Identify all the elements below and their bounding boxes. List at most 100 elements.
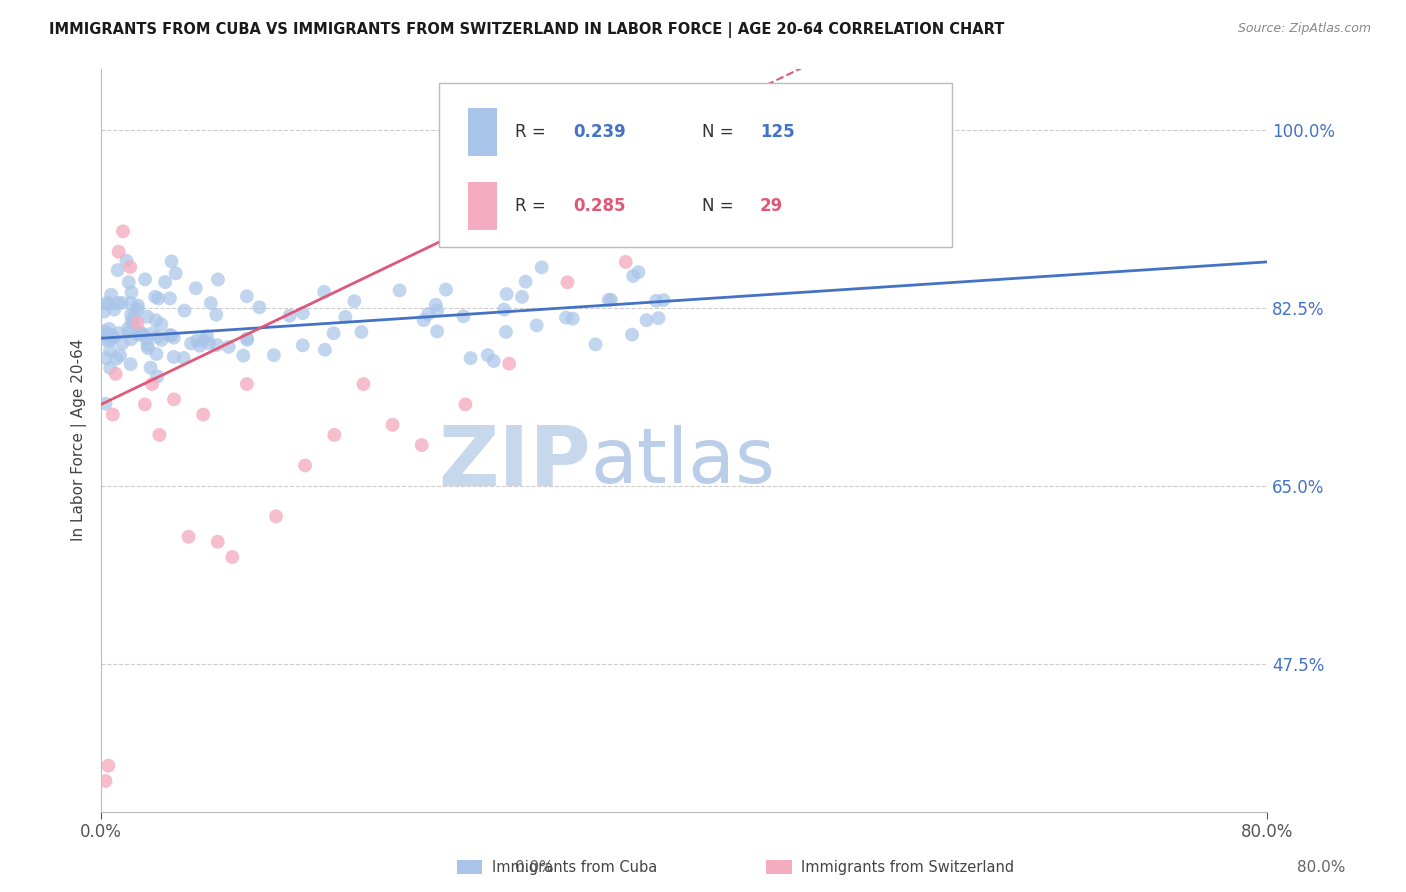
Point [477,348,499,362]
Point [120,260,142,274]
Point [510,290,533,304]
Point [232,349,254,363]
Point [120,308,142,322]
Point [101,329,124,343]
Point [98,343,121,358]
Point [150,318,173,332]
Point [148,428,170,442]
Point [108,348,131,362]
Text: 125: 125 [759,123,794,141]
Point [148,292,170,306]
Point [173,351,195,365]
Point [636,313,658,327]
Point [111,224,134,238]
Point [150,333,173,347]
Point [104,367,127,381]
Point [745,163,768,178]
Text: N =: N = [702,197,738,215]
Point [412,313,434,327]
Point [454,397,477,411]
Point [127,302,149,317]
Point [94,397,117,411]
Text: R =: R = [515,123,551,141]
Point [141,377,163,392]
Point [627,265,650,279]
Point [177,530,200,544]
Point [585,337,607,351]
Point [278,309,301,323]
Point [107,296,129,310]
Point [322,326,344,341]
Point [350,325,373,339]
Point [93,324,115,338]
Y-axis label: In Labor Force | Age 20-64: In Labor Force | Age 20-64 [72,339,87,541]
Point [207,272,229,286]
FancyBboxPatch shape [439,83,952,247]
Point [120,285,142,300]
Point [426,303,449,318]
Point [121,315,143,329]
Text: R =: R = [515,197,551,215]
Point [103,331,125,345]
Point [343,294,366,309]
Text: Immigrants from Cuba: Immigrants from Cuba [492,860,658,874]
Point [557,275,579,289]
Point [101,329,124,343]
Point [200,296,222,310]
Point [143,290,166,304]
Point [93,304,115,318]
Bar [468,108,498,156]
Point [145,313,167,327]
Point [205,338,228,352]
Point [335,310,357,324]
Point [218,340,240,354]
Point [118,325,141,339]
Point [107,263,129,277]
Point [134,272,156,286]
Point [207,534,229,549]
Bar [468,182,498,230]
Point [141,326,163,341]
Point [127,327,149,342]
Point [163,331,186,345]
Point [129,326,152,340]
Point [418,307,440,321]
Point [188,339,211,353]
Point [221,550,243,565]
Text: 0.239: 0.239 [574,123,626,141]
Point [139,360,162,375]
Point [621,327,644,342]
Point [146,369,169,384]
Point [652,293,675,307]
Point [97,758,120,772]
Point [184,281,207,295]
Text: Source: ZipAtlas.com: Source: ZipAtlas.com [1237,22,1371,36]
Point [111,296,134,310]
Point [314,343,336,357]
Point [103,302,125,317]
Point [434,283,457,297]
Point [236,377,259,392]
Point [672,229,695,244]
Point [136,341,159,355]
Text: 0.0%: 0.0% [515,860,554,874]
Point [98,361,121,376]
Text: IMMIGRANTS FROM CUBA VS IMMIGRANTS FROM SWITZERLAND IN LABOR FORCE | AGE 20-64 C: IMMIGRANTS FROM CUBA VS IMMIGRANTS FROM … [49,22,1004,38]
Point [647,311,669,326]
Point [93,333,115,347]
Point [159,292,181,306]
Point [160,328,183,343]
Point [291,306,314,320]
Point [381,417,404,432]
Point [134,397,156,411]
Point [145,347,167,361]
Text: atlas: atlas [591,425,776,500]
Point [186,334,208,348]
Point [131,326,153,341]
Point [118,275,141,289]
Point [236,289,259,303]
Point [98,334,121,348]
Point [460,351,482,365]
Text: 80.0%: 80.0% [1298,860,1346,874]
Point [195,329,218,343]
